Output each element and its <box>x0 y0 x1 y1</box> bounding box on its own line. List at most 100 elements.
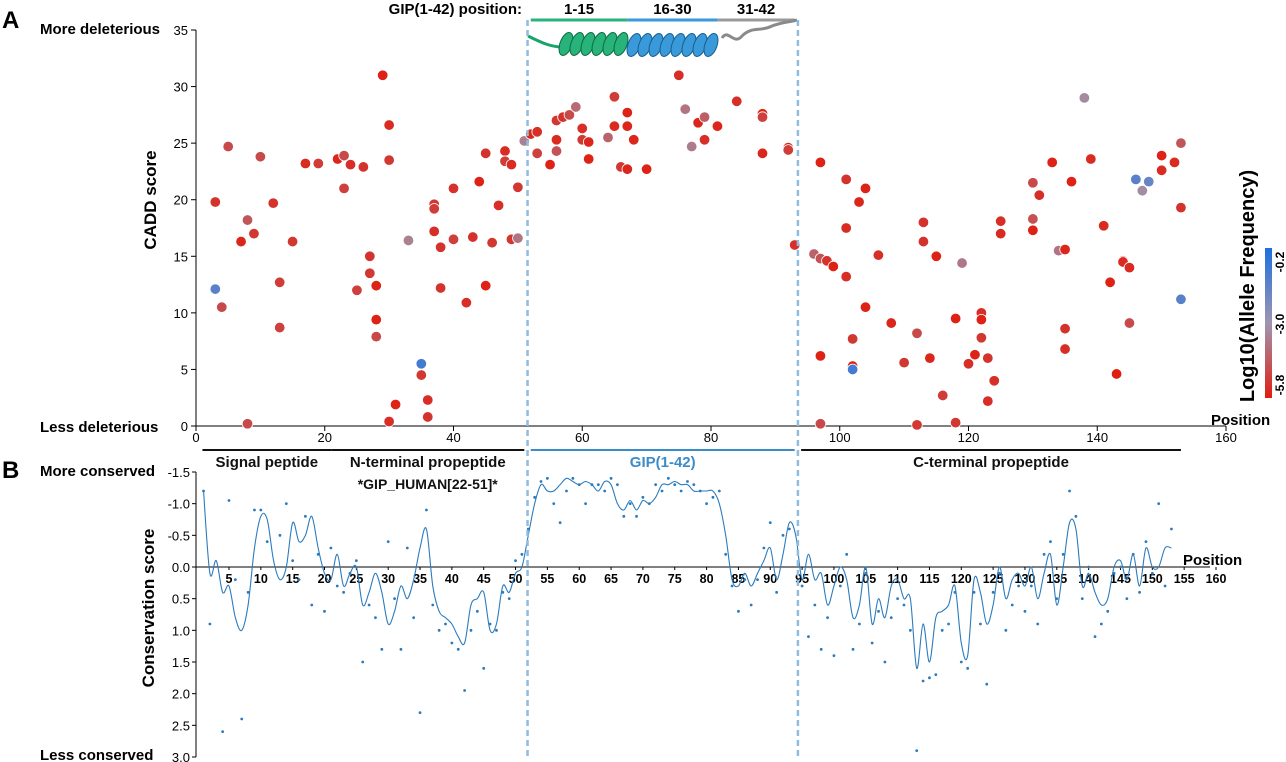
cons-point <box>940 628 944 632</box>
cons-point <box>386 540 390 544</box>
cadd-point <box>286 235 299 248</box>
cadd-point <box>389 398 402 411</box>
cadd-point <box>975 332 988 344</box>
cons-point <box>998 571 1001 575</box>
cons-point <box>399 647 403 651</box>
cons-point <box>896 597 900 601</box>
cons-point <box>883 660 887 664</box>
cadd-point <box>949 312 962 325</box>
cons-point <box>1055 597 1059 601</box>
cons-point <box>1099 622 1103 626</box>
cadd-point <box>273 276 286 289</box>
cons-xtick-label: 40 <box>445 572 459 586</box>
region-label: GIP(1-42) <box>630 454 696 471</box>
cadd-scatter-chart: 0 5 10 15 20 25 30 35 0 20 40 60 80 100 120 140 160 CADD… <box>40 21 1270 445</box>
cadd-point <box>621 120 634 132</box>
cons-point <box>603 489 607 493</box>
cadd-point <box>434 282 447 294</box>
panel-b-label: B <box>2 457 19 484</box>
cons-point <box>622 514 626 518</box>
cons-xtick-label: 105 <box>855 572 876 586</box>
cons-point <box>1023 609 1027 613</box>
cadd-ytick-label: 20 <box>174 193 188 208</box>
cons-point <box>507 597 511 601</box>
cadd-point <box>1059 343 1071 355</box>
cons-ytick-label: 1.5 <box>172 655 190 670</box>
cadd-point <box>859 301 872 313</box>
cons-ytick-label: 1.0 <box>172 623 190 638</box>
cons-xtick-label: 15 <box>286 572 300 586</box>
cons-point <box>947 622 950 626</box>
cadd-point <box>422 411 434 423</box>
cons-ytick-label: 3.0 <box>172 750 190 762</box>
cadd-point <box>608 91 621 103</box>
cadd-ytick-label: 25 <box>174 136 188 151</box>
cons-point <box>889 616 893 620</box>
cadd-point <box>479 147 492 160</box>
cons-point <box>501 590 505 594</box>
cadd-xtick-label: 60 <box>575 430 589 445</box>
cadd-point <box>415 358 428 370</box>
colorbar-tick-top: -0.2 <box>1273 251 1286 272</box>
cons-point <box>514 559 517 563</box>
cons-point <box>991 590 995 594</box>
cadd-point <box>917 216 930 229</box>
cons-point <box>1119 565 1122 569</box>
cons-point <box>616 483 619 487</box>
cons-point <box>1029 584 1033 588</box>
cons-point <box>654 483 658 487</box>
cadd-point <box>1065 175 1078 188</box>
cons-point <box>711 495 715 499</box>
cadd-point <box>338 149 350 162</box>
cadd-point <box>576 122 588 135</box>
cadd-point <box>1168 156 1181 169</box>
cons-point <box>787 527 791 531</box>
cadd-xtick-label: 160 <box>1215 430 1237 445</box>
cadd-point <box>550 134 563 146</box>
cadd-point <box>376 69 389 81</box>
region-sublabel: *GIP_HUMAN[22-51]* <box>358 476 499 492</box>
cons-point <box>335 584 339 588</box>
cadd-point <box>872 249 885 261</box>
region-label: Signal peptide <box>216 454 319 471</box>
cadd-point <box>885 317 897 329</box>
cons-point <box>717 489 721 493</box>
cadd-point <box>1123 317 1136 329</box>
cadd-ytick-label: 35 <box>174 23 188 38</box>
cons-point <box>902 603 906 607</box>
cadd-point <box>756 111 769 123</box>
cadd-point <box>679 103 691 115</box>
cons-point <box>985 682 989 686</box>
gip-segment-label: 31-42 <box>737 1 775 18</box>
cadd-point <box>602 131 614 144</box>
cons-ytop-label: More conserved <box>40 463 155 480</box>
cadd-point <box>949 416 962 429</box>
cadd-point <box>447 182 460 195</box>
cadd-point <box>698 134 711 146</box>
panel-a-label: A <box>2 7 19 34</box>
cadd-point <box>1143 175 1155 188</box>
cadd-xtick-label: 80 <box>704 430 718 445</box>
cadd-point <box>428 203 440 215</box>
cadd-point <box>911 419 923 431</box>
cadd-point <box>1130 173 1142 186</box>
cons-point <box>545 476 549 480</box>
cons-point <box>354 559 358 563</box>
region-bars: Signal peptide N-terminal propeptide *GIP_… <box>202 449 1181 492</box>
cons-ytick-label: 2.0 <box>172 687 190 702</box>
cadd-xtick-label: 140 <box>1086 430 1108 445</box>
cadd-point <box>685 140 698 153</box>
cadd-point <box>1097 220 1110 232</box>
cadd-xtick-label: 40 <box>446 430 460 445</box>
cadd-ylabel: CADD score <box>141 150 160 249</box>
cons-point <box>329 546 333 550</box>
cons-xtick-label: 100 <box>824 572 845 586</box>
cadd-point <box>982 352 994 364</box>
cons-point <box>1036 622 1040 626</box>
cons-xtick-label: 50 <box>509 572 523 586</box>
cadd-point <box>364 250 376 262</box>
cons-point <box>1017 584 1020 588</box>
cons-point <box>1144 540 1148 544</box>
cadd-point <box>486 237 498 249</box>
